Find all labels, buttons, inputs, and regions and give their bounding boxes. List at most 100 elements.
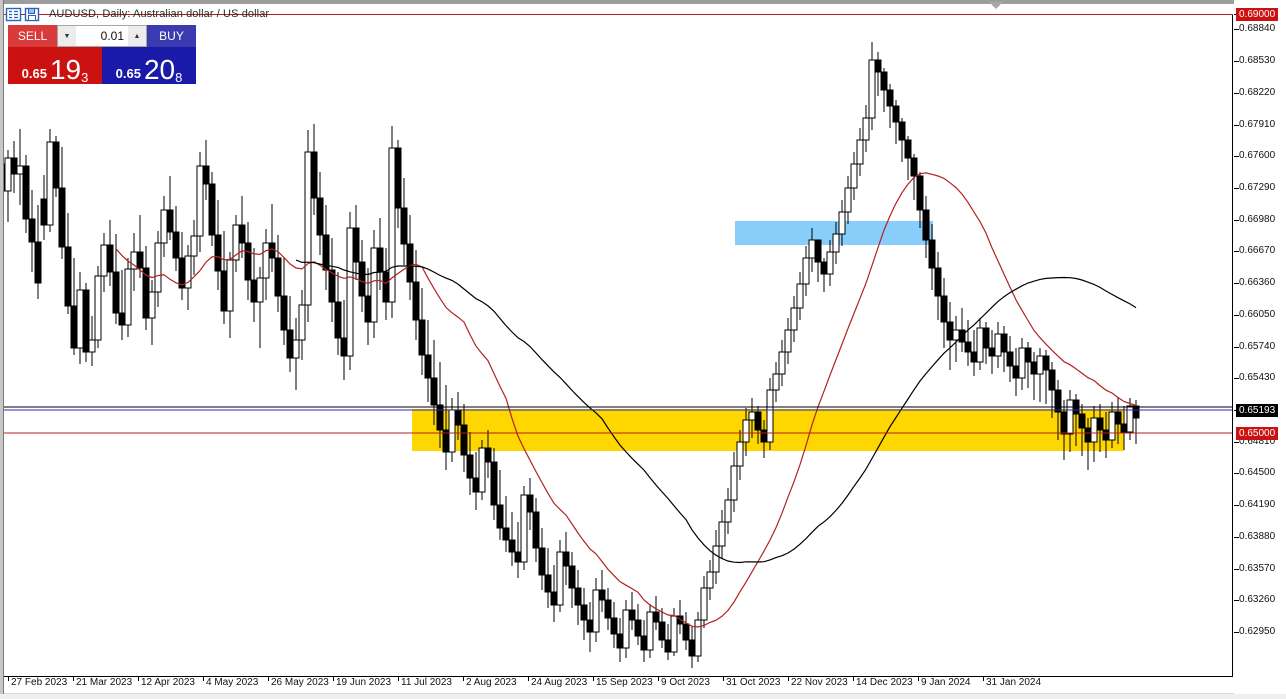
price-tick-label: 0.64190 bbox=[1239, 499, 1276, 510]
time-tick-mark bbox=[658, 677, 659, 681]
candle-body bbox=[1048, 369, 1056, 391]
volume-input[interactable]: 0.01 bbox=[76, 26, 128, 46]
buy-button[interactable]: BUY bbox=[147, 25, 196, 47]
candle-body bbox=[238, 224, 246, 244]
candle-body bbox=[550, 591, 558, 606]
candle-body bbox=[46, 141, 54, 226]
candle-body bbox=[64, 246, 72, 307]
price-tick-label: 0.68220 bbox=[1239, 87, 1276, 98]
candle-body bbox=[778, 351, 786, 375]
save-template-icon[interactable] bbox=[24, 7, 41, 22]
candle-body bbox=[328, 269, 336, 303]
candle-body bbox=[418, 319, 426, 356]
candle-body bbox=[532, 511, 540, 549]
candle-body bbox=[286, 329, 294, 359]
data-window-icon[interactable] bbox=[5, 7, 22, 22]
candle-body bbox=[508, 539, 516, 553]
candle-body bbox=[124, 268, 132, 326]
chart-scroll-marker-icon[interactable] bbox=[989, 2, 1003, 9]
ask-price-fraction: 8 bbox=[175, 70, 183, 84]
price-tick: 0.68840 bbox=[1234, 23, 1286, 35]
candle-body bbox=[136, 251, 144, 269]
candle-body bbox=[454, 409, 462, 426]
time-tick-mark bbox=[138, 677, 139, 681]
trade-buttons-row: SELL ▼ 0.01 ▲ BUY bbox=[8, 25, 196, 47]
candle-body bbox=[520, 494, 528, 563]
candle-body bbox=[4, 157, 12, 192]
candle-body bbox=[82, 289, 90, 353]
time-tick-mark bbox=[593, 677, 594, 681]
candle-body bbox=[814, 239, 822, 263]
support-level-label[interactable]: 0.65000 bbox=[1236, 427, 1279, 440]
price-tick: 0.67600 bbox=[1234, 150, 1286, 162]
current-bid-label[interactable]: 0.65193 bbox=[1236, 404, 1279, 417]
candle-body bbox=[802, 257, 810, 285]
candle-body bbox=[298, 304, 306, 341]
candle-body bbox=[514, 551, 522, 563]
candle-body bbox=[1102, 429, 1110, 441]
candle-body bbox=[412, 281, 420, 321]
candle-body bbox=[340, 337, 348, 357]
time-tick-mark bbox=[8, 677, 9, 681]
candle-body bbox=[370, 247, 378, 323]
candle-body bbox=[880, 71, 888, 91]
candle-body bbox=[472, 477, 480, 493]
candle-body bbox=[448, 409, 456, 453]
candle-body bbox=[112, 271, 120, 314]
candle-body bbox=[196, 165, 204, 237]
time-scale[interactable]: 27 Feb 2023 21 Mar 2023 12 Apr 2023 4 May 2… bbox=[4, 677, 1233, 695]
candle-body bbox=[934, 267, 942, 297]
candle-body bbox=[868, 59, 876, 119]
window-frame-bottom bbox=[0, 694, 1286, 699]
quotes-row: 0.65 19 3 0.65 20 8 bbox=[8, 47, 196, 84]
time-tick-label: 31 Oct 2023 bbox=[726, 677, 781, 688]
candle-body bbox=[256, 277, 264, 303]
price-tick-dash bbox=[1234, 156, 1239, 157]
candle-body bbox=[964, 341, 972, 353]
candle-body bbox=[310, 151, 318, 199]
candle-body bbox=[1042, 355, 1050, 371]
candle-body bbox=[34, 241, 42, 284]
candle-body bbox=[190, 235, 198, 257]
price-scale[interactable]: 0.69000 0.68840 0.68530 0.68220 0.67910 0.676… bbox=[1234, 0, 1286, 694]
bid-price-panel[interactable]: 0.65 19 3 bbox=[8, 47, 102, 84]
time-tick-label: 14 Dec 2023 bbox=[856, 677, 913, 688]
candle-body bbox=[628, 609, 636, 621]
time-tick-label: 4 May 2023 bbox=[206, 677, 259, 688]
candle-body bbox=[460, 424, 468, 456]
price-tick-dash bbox=[1234, 61, 1239, 62]
time-tick-label: 2 Aug 2023 bbox=[466, 677, 517, 688]
candle-body bbox=[496, 504, 504, 529]
candle-body bbox=[430, 377, 438, 406]
candle-body bbox=[364, 295, 372, 323]
candle-body bbox=[586, 619, 594, 633]
candle-body bbox=[1078, 413, 1086, 429]
candle-body bbox=[808, 239, 816, 259]
candle-body bbox=[544, 574, 552, 593]
candle-body bbox=[1006, 351, 1014, 367]
one-click-trading-panel[interactable]: SELL ▼ 0.01 ▲ BUY 0.65 19 3 0.65 20 8 bbox=[8, 25, 196, 84]
chart-plot-area[interactable] bbox=[4, 15, 1233, 676]
time-tick-label: 12 Apr 2023 bbox=[141, 677, 195, 688]
candle-body bbox=[976, 327, 984, 363]
volume-increment-icon[interactable]: ▲ bbox=[128, 26, 146, 46]
price-tick: 0.62950 bbox=[1234, 626, 1286, 638]
resistance-level-label[interactable]: 0.69000 bbox=[1236, 8, 1279, 21]
price-tick-dash bbox=[1234, 188, 1239, 189]
candle-body bbox=[874, 59, 882, 73]
ask-price-panel[interactable]: 0.65 20 8 bbox=[102, 47, 196, 84]
candle-body bbox=[1024, 347, 1032, 363]
candle-body bbox=[172, 231, 180, 259]
candle-body bbox=[952, 329, 960, 341]
time-tick-label: 21 Mar 2023 bbox=[76, 677, 133, 688]
sell-button[interactable]: SELL bbox=[8, 25, 57, 47]
bid-price-fraction: 3 bbox=[81, 70, 89, 84]
volume-input-group[interactable]: ▼ 0.01 ▲ bbox=[57, 25, 147, 47]
candle-body bbox=[946, 321, 954, 341]
candle-body bbox=[280, 295, 288, 331]
plot-bottom-border bbox=[4, 676, 1233, 677]
candle-body bbox=[700, 587, 708, 621]
volume-decrement-icon[interactable]: ▼ bbox=[58, 26, 76, 46]
window-frame-top bbox=[0, 0, 1286, 4]
candle-body bbox=[160, 209, 168, 244]
